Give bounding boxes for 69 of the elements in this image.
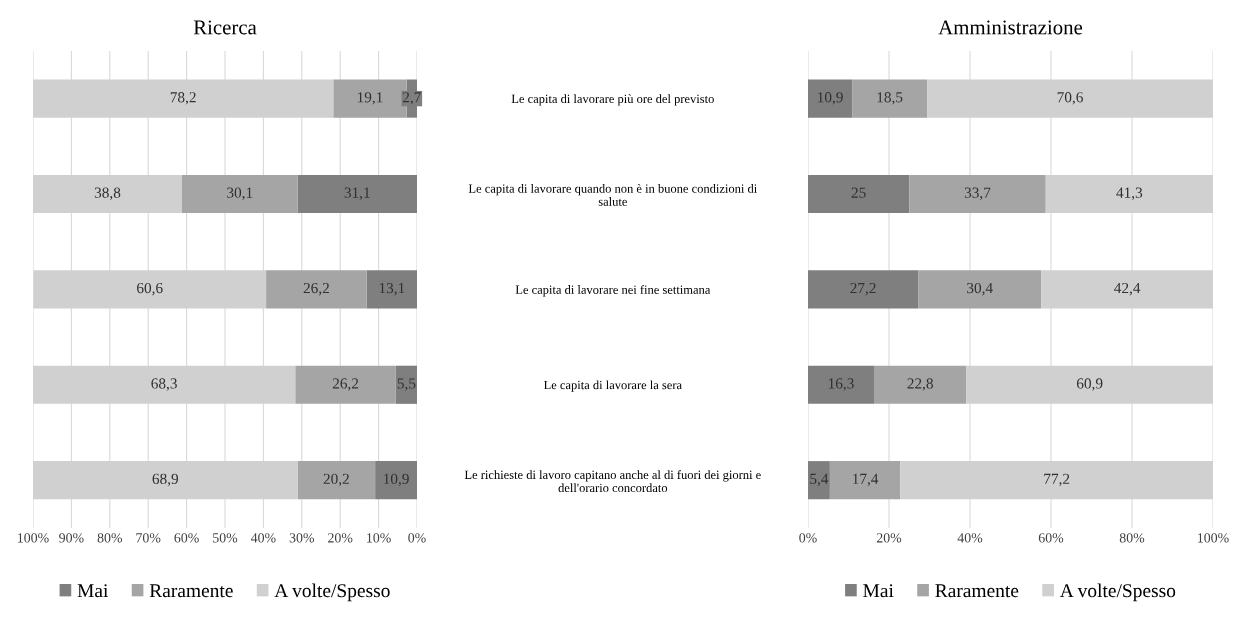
- data-label: 78,2: [170, 92, 196, 105]
- x-tick-label: 90%: [59, 533, 84, 543]
- data-label: 42,4: [1114, 282, 1141, 296]
- y-tick-label: Le capita di lavorare la sera: [543, 380, 682, 392]
- x-tick-label: 80%: [97, 533, 123, 543]
- legend-label: A volte/Spesso: [274, 583, 390, 602]
- data-label: 31,1: [344, 187, 370, 200]
- data-label: 10,9: [384, 473, 409, 487]
- x-tick-label: 20%: [876, 533, 902, 543]
- x-tick-label: 50%: [213, 533, 238, 543]
- x-tick-label: 100%: [1198, 533, 1229, 543]
- data-label: 22,8: [907, 378, 933, 391]
- chart-title: Amministrazione: [938, 20, 1083, 35]
- data-label: 5,5: [397, 378, 416, 391]
- data-label: 77,2: [1044, 473, 1070, 487]
- data-label: 26,2: [303, 282, 329, 296]
- x-tick-label: 100%: [18, 533, 49, 543]
- data-label: 26,2: [332, 378, 359, 391]
- legend-label: Raramente: [935, 584, 1019, 598]
- x-tick-label: 0%: [408, 533, 426, 543]
- x-tick-label: 60%: [1038, 533, 1064, 543]
- data-label: 60,9: [1076, 378, 1103, 391]
- y-tick-label: Le capita di lavorare quando non è in buone condizioni di salute: [468, 183, 757, 206]
- data-label: 18,5: [877, 92, 903, 105]
- data-label: 5,4: [810, 473, 829, 487]
- data-label: 30,4: [967, 282, 993, 296]
- y-tick-label: Le capita di lavorare più ore del previsto: [511, 94, 714, 106]
- data-label: 38,8: [94, 187, 121, 200]
- data-label: 25: [851, 187, 866, 198]
- x-tick-label: 80%: [1119, 533, 1145, 543]
- bar: [266, 270, 367, 309]
- x-tick-label: 40%: [250, 533, 276, 543]
- data-label: 70,6: [1057, 92, 1083, 105]
- y-tick-label: Le capita di lavorare nei fine settimana: [515, 284, 711, 297]
- y-tick-label: Le richieste di lavoro capitano anche al di fuori dei giorni e dell'orario concordato: [464, 470, 761, 493]
- data-label: 20,2: [323, 473, 349, 487]
- data-label: 17,4: [853, 473, 879, 487]
- bar: [909, 174, 1046, 214]
- data-label: 13,1: [379, 282, 405, 296]
- bar: [808, 270, 919, 309]
- bar: [918, 270, 1042, 309]
- x-tick-label: 10%: [367, 533, 391, 543]
- data-label: 68,3: [151, 378, 177, 391]
- chart-title: Ricerca: [193, 20, 257, 35]
- bar: [297, 174, 417, 214]
- legend-label: Raramente: [149, 584, 233, 598]
- data-label: 19,1: [357, 92, 383, 105]
- legend-label: Mai: [77, 584, 109, 598]
- bar: [181, 174, 298, 214]
- data-label: 16,3: [828, 378, 854, 391]
- bar: [295, 365, 396, 404]
- data-label: 33,7: [964, 187, 991, 200]
- x-tick-label: 40%: [957, 533, 983, 543]
- data-label: 27,2: [850, 282, 876, 296]
- legend-label: A volte/Spesso: [1059, 583, 1176, 602]
- data-label: 10,9: [818, 92, 843, 105]
- x-tick-label: 0%: [799, 533, 817, 543]
- x-tick-label: 30%: [289, 533, 315, 543]
- x-tick-label: 60%: [174, 533, 199, 543]
- legend-label: Mai: [863, 584, 894, 598]
- data-label: 60,6: [137, 282, 163, 296]
- bar: [808, 174, 910, 214]
- data-label: 2,7: [402, 92, 421, 105]
- data-label: 41,3: [1116, 187, 1143, 200]
- bar: [874, 365, 967, 404]
- data-label: 68,9: [152, 473, 179, 487]
- x-tick-label: 20%: [328, 533, 353, 543]
- x-tick-label: 70%: [136, 533, 161, 543]
- data-label: 30,1: [227, 187, 253, 200]
